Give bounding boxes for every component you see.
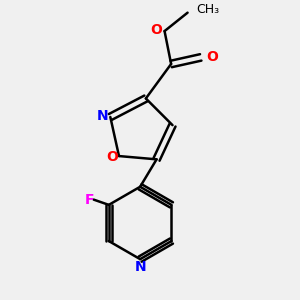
Text: O: O	[151, 23, 163, 37]
Text: N: N	[134, 260, 146, 274]
Text: N: N	[97, 109, 108, 123]
Text: F: F	[84, 193, 94, 207]
Text: CH₃: CH₃	[196, 3, 219, 16]
Text: O: O	[106, 150, 118, 164]
Text: O: O	[206, 50, 218, 64]
